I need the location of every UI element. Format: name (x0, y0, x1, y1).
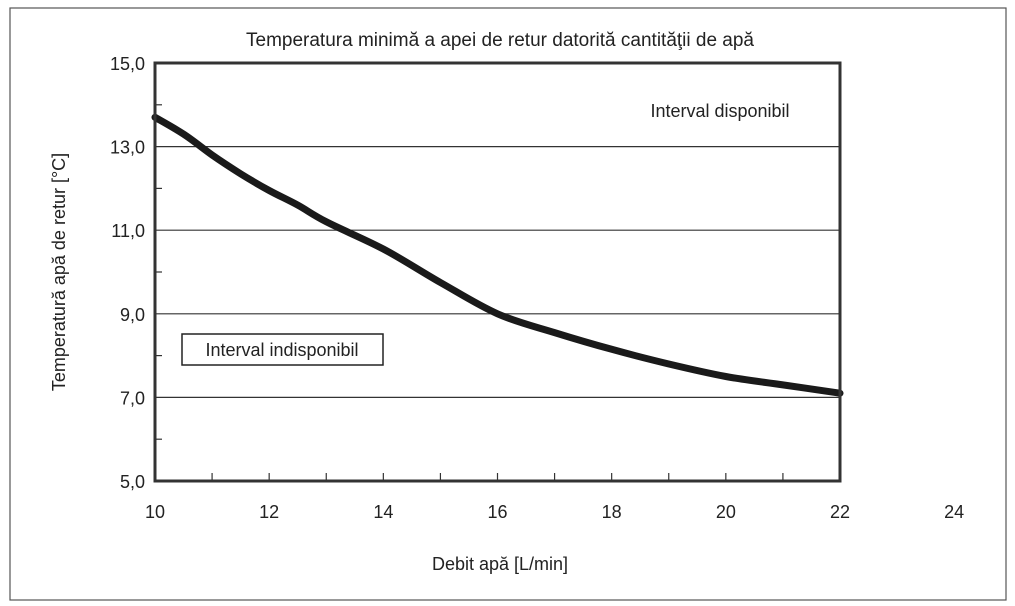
series-line (151, 113, 844, 397)
y-tick-label: 5,0 (120, 472, 145, 492)
x-tick-label: 22 (830, 502, 850, 522)
y-tick-label: 13,0 (110, 138, 145, 158)
annotation-available: Interval disponibil (650, 101, 789, 121)
y-tick-label: 15,0 (110, 54, 145, 74)
x-tick-label: 24 (944, 502, 964, 522)
plot-frame (153, 61, 842, 483)
x-tick-label: 10 (145, 502, 165, 522)
x-tick-label: 14 (373, 502, 393, 522)
annotation-unavailable-box (181, 333, 384, 366)
outer-frame (9, 7, 1007, 601)
y-axis-label: Temperatură apă de retur [°C] (49, 153, 69, 391)
y-tick-label: 7,0 (120, 388, 145, 408)
x-tick-label: 18 (602, 502, 622, 522)
x-tick-label: 20 (716, 502, 736, 522)
y-tick-label: 11,0 (111, 221, 145, 241)
annotation-unavailable: Interval indisponibil (205, 340, 358, 360)
x-tick-label: 12 (259, 502, 279, 522)
y-tick-label: 9,0 (120, 305, 145, 325)
x-axis-label: Debit apă [L/min] (432, 554, 568, 574)
chart-title: Temperatura minimă a apei de retur dator… (246, 30, 754, 51)
x-tick-label: 16 (487, 502, 507, 522)
